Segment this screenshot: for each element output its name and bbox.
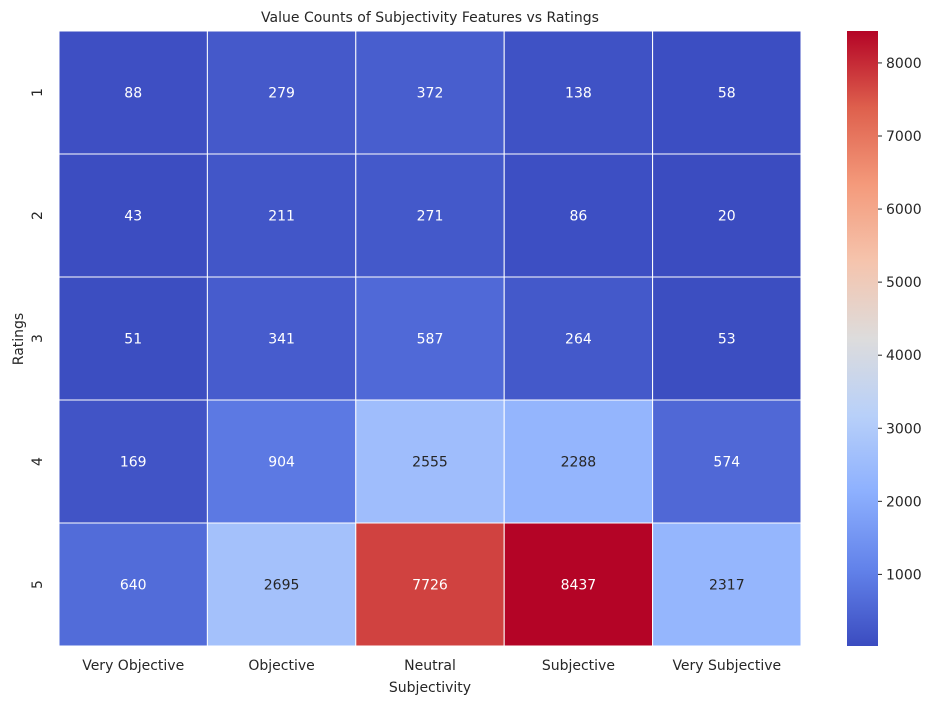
colorbar-tick-label: 2000	[886, 494, 922, 510]
cell-value-label: 2555	[412, 455, 448, 471]
cell-value-label: 20	[718, 209, 736, 225]
y-tick-label: 3	[30, 334, 46, 343]
heatmap-cell	[355, 153, 505, 278]
heatmap-cell	[652, 399, 802, 524]
cell-value-label: 2317	[709, 578, 745, 594]
x-tick-label: Neutral	[404, 658, 456, 674]
cell-value-label: 53	[718, 332, 736, 348]
y-tick-label: 5	[30, 580, 46, 589]
heatmap-cell	[206, 276, 357, 401]
cell-value-label: 271	[417, 209, 444, 225]
colorbar-tick-label: 3000	[886, 421, 922, 437]
chart-title: Value Counts of Subjectivity Features vs…	[261, 10, 599, 26]
y-axis-label: Ratings	[11, 313, 27, 365]
cell-value-label: 2695	[264, 578, 300, 594]
colorbar-tick-label: 1000	[886, 567, 922, 583]
heatmap-cell	[652, 276, 802, 401]
heatmap-cell	[355, 399, 505, 524]
cell-value-label: 2288	[561, 455, 597, 471]
heatmap-cell	[652, 522, 802, 647]
heatmap-cell	[652, 30, 802, 155]
x-axis-ticks: Very Objective Objective Neutral Subjective…	[82, 658, 781, 674]
heatmap-cell	[355, 522, 505, 647]
heatmap-cell	[355, 30, 505, 155]
y-tick-label: 4	[30, 457, 46, 466]
colorbar-tick-label: 7000	[886, 129, 922, 145]
cell-value-label: 587	[417, 332, 444, 348]
cell-value-label: 169	[120, 455, 147, 471]
heatmap-cell	[503, 30, 654, 155]
cell-value-label: 51	[124, 332, 142, 348]
heatmap-cell	[503, 399, 654, 524]
heatmap-cells: 88 279 372 138 58 43 211 271 86 20 51 341 587 264 53 16…	[58, 30, 802, 647]
cell-value-label: 264	[565, 332, 592, 348]
colorbar	[847, 31, 878, 646]
colorbar-tick-label: 8000	[886, 56, 922, 72]
heatmap-cell	[58, 153, 208, 278]
x-tick-label: Very Subjective	[672, 658, 781, 674]
cell-value-label: 138	[565, 86, 592, 102]
cell-value-label: 341	[268, 332, 295, 348]
y-axis-ticks: 1 2 3 4 5	[30, 88, 46, 589]
heatmap-cell	[58, 30, 208, 155]
x-tick-label: Subjective	[542, 658, 615, 674]
colorbar-tick-label: 4000	[886, 348, 922, 364]
heatmap-cell	[652, 153, 802, 278]
cell-value-label: 904	[268, 455, 295, 471]
y-tick-label: 1	[30, 88, 46, 97]
heatmap-cell	[503, 276, 654, 401]
heatmap-cell	[206, 30, 357, 155]
cell-value-label: 8437	[561, 578, 597, 594]
colorbar-ticks: 1000 2000 3000 4000 5000 6000 7000 8000	[878, 56, 922, 583]
cell-value-label: 279	[268, 86, 295, 102]
colorbar-tick-label: 6000	[886, 202, 922, 218]
cell-value-label: 372	[417, 86, 444, 102]
cell-value-label: 211	[268, 209, 295, 225]
heatmap-cell	[206, 522, 357, 647]
heatmap-cell	[355, 276, 505, 401]
cell-value-label: 7726	[412, 578, 448, 594]
colorbar-tick-label: 5000	[886, 275, 922, 291]
x-tick-label: Objective	[248, 658, 314, 674]
y-tick-label: 2	[30, 211, 46, 220]
cell-value-label: 86	[569, 209, 587, 225]
cell-value-label: 88	[124, 86, 142, 102]
cell-value-label: 574	[713, 455, 740, 471]
x-axis-label: Subjectivity	[389, 680, 471, 696]
cell-value-label: 640	[120, 578, 147, 594]
heatmap-cell	[58, 522, 208, 647]
cell-value-label: 43	[124, 209, 142, 225]
x-tick-label: Very Objective	[82, 658, 184, 674]
heatmap-cell	[58, 399, 208, 524]
cell-value-label: 58	[718, 86, 736, 102]
heatmap-cell	[206, 399, 357, 524]
